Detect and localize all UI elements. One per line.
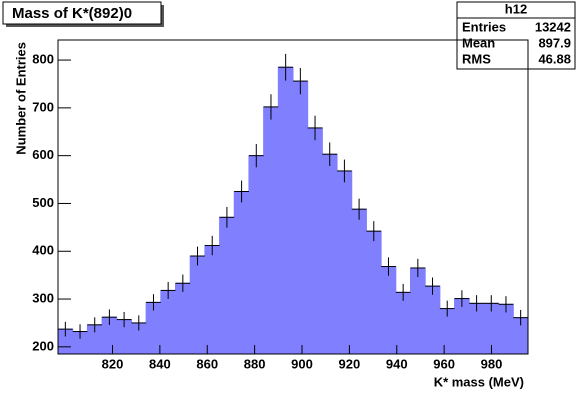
stats-value: 13242 <box>535 19 571 34</box>
bar <box>321 153 338 355</box>
stats-label: Entries <box>462 19 506 34</box>
bar <box>454 298 470 355</box>
plot-border <box>57 39 529 355</box>
bar <box>351 208 367 355</box>
bar <box>410 267 426 355</box>
x-tick-label: 980 <box>481 356 503 371</box>
stats-label: Mean <box>462 35 495 50</box>
bar <box>204 245 221 355</box>
bar <box>292 80 309 355</box>
x-tick-label: 960 <box>433 356 455 371</box>
stats-box <box>456 1 576 70</box>
bar <box>277 66 294 355</box>
bar <box>189 255 206 355</box>
x-axis-label: K* mass (MeV) <box>434 374 524 389</box>
plot-area <box>57 53 529 355</box>
y-tick-label: 500 <box>32 195 54 210</box>
bar <box>233 191 250 355</box>
bar <box>395 291 411 355</box>
bar <box>160 289 176 355</box>
y-tick-label: 300 <box>32 290 54 305</box>
y-tick-label: 200 <box>32 338 54 353</box>
y-axis-label: Number of Entries <box>13 42 28 155</box>
stats-title: h12 <box>505 1 527 16</box>
bar <box>263 106 279 355</box>
title-box <box>2 1 162 25</box>
y-tick-label: 400 <box>32 243 54 258</box>
x-tick-label: 920 <box>339 356 361 371</box>
x-tick-label: 840 <box>149 356 171 371</box>
x-tick-label: 820 <box>102 356 124 371</box>
chart-title: Mass of K*(892)0 <box>12 5 132 22</box>
y-tick-label: 600 <box>32 147 54 162</box>
bar <box>380 266 397 355</box>
stats-value: 46.88 <box>538 51 571 66</box>
bar <box>424 285 441 355</box>
bar <box>365 230 382 355</box>
bar <box>248 155 265 355</box>
bar <box>175 282 191 355</box>
x-tick-label: 940 <box>386 356 408 371</box>
bar <box>307 127 323 355</box>
bar <box>219 216 235 355</box>
x-tick-label: 880 <box>244 356 266 371</box>
y-tick-label: 800 <box>32 52 54 67</box>
x-tick-label: 900 <box>291 356 313 371</box>
stats-value: 897.9 <box>538 35 571 50</box>
stats-label: RMS <box>462 51 491 66</box>
x-tick-label: 860 <box>196 356 218 371</box>
y-tick-label: 700 <box>32 99 54 114</box>
bar <box>336 170 353 355</box>
